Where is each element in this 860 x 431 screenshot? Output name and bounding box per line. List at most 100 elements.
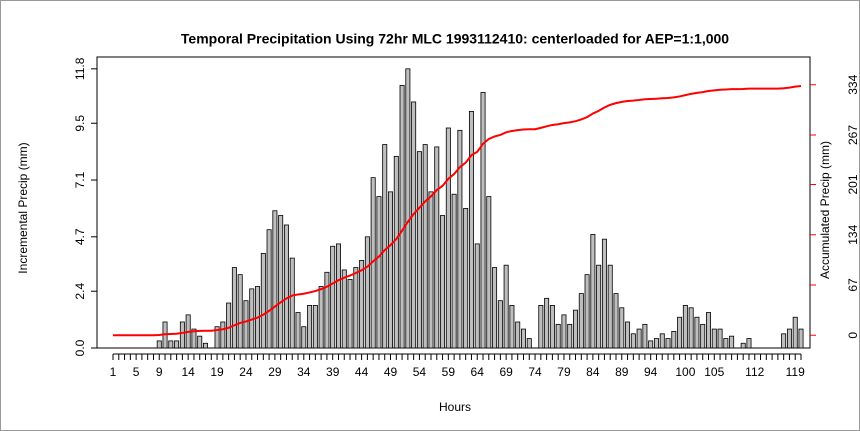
bar: [260, 252, 266, 349]
bar: [295, 312, 301, 349]
bar: [515, 321, 521, 349]
bar: [307, 305, 313, 349]
bar: [578, 293, 584, 349]
bar: [561, 314, 567, 349]
bar: [671, 331, 677, 349]
y-tick-label: 2.4: [73, 283, 87, 300]
bar: [168, 340, 174, 349]
y2-tick-label: 134: [846, 224, 860, 244]
bar: [503, 264, 509, 349]
bar: [388, 191, 393, 349]
bar: [457, 129, 463, 349]
x-tick-label: 79: [557, 365, 571, 379]
bar: [411, 101, 417, 349]
bar: [278, 215, 284, 349]
bar: [659, 333, 665, 349]
bar: [272, 210, 278, 349]
bar: [486, 196, 492, 349]
bar: [237, 274, 243, 349]
bar: [746, 338, 752, 349]
bar: [630, 333, 636, 349]
bar: [428, 191, 434, 349]
y2-tick-label: 267: [846, 125, 860, 145]
bar: [792, 316, 798, 349]
bar: [174, 340, 180, 349]
bar: [474, 243, 480, 349]
chart-title: Temporal Precipitation Using 72hr MLC 19…: [181, 31, 729, 47]
x-tick-label: 34: [297, 365, 311, 379]
x-tick-label: 64: [471, 365, 485, 379]
x-tick-label: 74: [528, 365, 542, 379]
y-tick-label: 7.1: [73, 171, 87, 188]
bar: [665, 338, 671, 349]
bar: [318, 286, 324, 349]
bar: [642, 323, 648, 349]
bar: [717, 328, 723, 349]
bar: [301, 326, 307, 349]
bar: [364, 236, 370, 349]
bar: [214, 326, 220, 349]
x-tick-label: 89: [615, 365, 629, 379]
bar: [341, 269, 347, 349]
bar: [613, 293, 619, 349]
bar: [335, 243, 341, 349]
bar: [590, 234, 596, 349]
bar: [492, 267, 498, 349]
bar: [376, 196, 382, 349]
bar: [706, 312, 711, 349]
bar: [191, 328, 197, 349]
bar: [497, 300, 503, 349]
bar: [688, 307, 694, 349]
bar: [399, 84, 405, 349]
bar: [584, 274, 590, 349]
bar: [156, 340, 162, 349]
y-tick-label: 4.7: [73, 228, 87, 245]
bar: [573, 309, 579, 349]
bar: [723, 338, 729, 349]
bar: [567, 323, 573, 349]
bar: [243, 300, 249, 349]
bar: [422, 144, 428, 349]
y-tick-label: 0.0: [73, 339, 87, 356]
bar: [289, 257, 295, 349]
x-tick-label: 105: [704, 365, 724, 379]
bar: [416, 151, 422, 349]
bar: [555, 323, 561, 349]
x-tick-label: 119: [786, 365, 805, 379]
y2-tick-label: 0: [846, 332, 860, 339]
bar: [625, 321, 631, 349]
y2-tick-label: 334: [846, 74, 860, 94]
bar: [538, 305, 544, 349]
x-tick-label: 1: [110, 365, 117, 379]
bar: [601, 238, 607, 349]
x-tick-label: 24: [239, 365, 253, 379]
bar: [781, 333, 787, 349]
bar: [434, 146, 440, 349]
bar: [711, 328, 717, 349]
y-axis-label: Incremental Precip (mm): [16, 142, 30, 273]
x-tick-label: 29: [268, 365, 282, 379]
bar: [619, 307, 625, 349]
bar: [347, 278, 353, 349]
bar: [231, 267, 237, 349]
bar: [330, 245, 336, 349]
bar: [596, 264, 602, 349]
bar: [526, 338, 532, 349]
x-tick-label: 39: [326, 365, 340, 379]
x-tick-label: 54: [413, 365, 427, 379]
bar: [393, 155, 399, 349]
bar: [451, 193, 457, 349]
bar: [197, 335, 203, 349]
bar: [694, 316, 700, 349]
bar: [405, 68, 411, 349]
bar: [312, 305, 318, 349]
x-axis-label: Hours: [439, 400, 471, 414]
bar: [700, 323, 706, 349]
bar: [468, 111, 474, 349]
bar: [544, 297, 550, 349]
x-tick-label: 44: [355, 365, 369, 379]
bar: [440, 215, 446, 349]
bar: [179, 321, 185, 349]
bar: [607, 264, 613, 349]
